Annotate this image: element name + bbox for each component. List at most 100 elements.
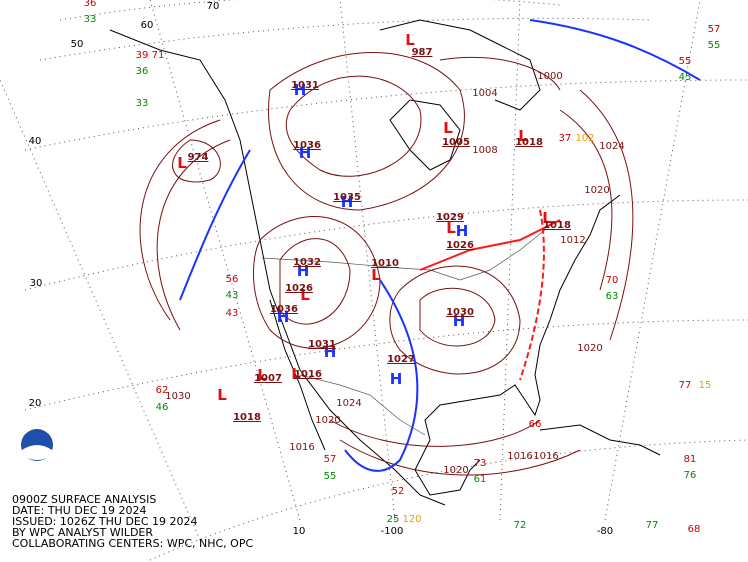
station-value: 37 (559, 133, 572, 144)
fronts (179, 19, 701, 472)
warm-front (419, 219, 561, 271)
isobar-label: 1020 (584, 185, 609, 196)
cold-front (529, 19, 701, 81)
pressure-value: 1018 (233, 412, 261, 423)
station-value: 43 (226, 308, 239, 319)
pressure-value: 1036 (293, 140, 321, 151)
station-value: 77 (679, 380, 692, 391)
isobar-label: 1030 (165, 391, 190, 402)
station-value: 120 (402, 514, 421, 525)
station-value: 66 (529, 419, 542, 430)
pressure-symbol: H (299, 144, 312, 162)
isobar-label: 1016 (507, 451, 532, 462)
cold-front (344, 279, 419, 472)
pressure-value: 1018 (543, 220, 571, 231)
station-value: 15 (699, 380, 712, 391)
isobar (252, 216, 381, 349)
isobar-label: 1016 (289, 442, 314, 453)
isobar-label: 1012 (560, 235, 585, 246)
isobar-label: 1000 (537, 71, 562, 82)
station-value: 55 (679, 56, 692, 67)
isobar (579, 89, 634, 341)
station-value: 62 (156, 385, 169, 396)
isobar-label: 1024 (336, 398, 361, 409)
lon-line (499, 0, 521, 521)
isobar (389, 265, 521, 375)
station-value: 36 (84, 0, 97, 9)
station-value: 68 (688, 524, 701, 535)
caption-line: DATE: THU DEC 19 2024 (12, 504, 146, 517)
station-value: 43 (226, 290, 239, 301)
latitude-label: 30 (30, 278, 43, 289)
pressure-symbol: H (453, 312, 466, 330)
pressure-value: 974 (188, 152, 209, 163)
pressure-symbol: H (277, 308, 290, 326)
pressure-symbol: L (542, 209, 552, 227)
pressure-value: 1016 (294, 369, 322, 380)
pressure-symbol: L (443, 119, 453, 137)
station-value: 61 (474, 474, 487, 485)
isobar (156, 139, 231, 331)
isobar (172, 139, 221, 183)
station-value: 57 (324, 454, 337, 465)
pressure-symbol: L (446, 219, 456, 237)
pressure-symbol: L (371, 266, 381, 284)
pressure-value: 1026 (446, 240, 474, 251)
station-value: 52 (392, 486, 405, 497)
latitude-label: 60 (141, 20, 154, 31)
latitude-label: 70 (207, 1, 220, 12)
pressure-value: 1029 (436, 212, 464, 223)
coastline (424, 194, 621, 441)
pressure-value: 1010 (371, 258, 399, 269)
lon-line (604, 0, 701, 521)
us-canada-border (261, 229, 546, 281)
station-value: 33 (136, 98, 149, 109)
lon-line (339, 0, 396, 521)
isobar-label: 1016 (533, 451, 558, 462)
pressure-value: 1005 (442, 137, 470, 148)
isobars (139, 52, 634, 476)
lat-line (24, 199, 748, 291)
station-value: 57 (708, 24, 721, 35)
coastline (109, 29, 446, 506)
pressure-symbol: L (257, 366, 267, 384)
station-value: 81 (684, 454, 697, 465)
pressure-symbol: H (294, 81, 307, 99)
longitude-label: -80 (597, 526, 613, 537)
cold-front (179, 149, 251, 301)
cuba (539, 424, 661, 456)
isobar (329, 419, 541, 447)
isobar (419, 287, 496, 347)
coastline (269, 299, 326, 451)
isobar (339, 439, 581, 476)
pressure-symbol: H (456, 222, 469, 240)
pressure-symbol: L (291, 365, 301, 383)
hudson-bay (389, 99, 461, 171)
stationary-front (519, 209, 545, 381)
pressure-symbol: L (300, 286, 310, 304)
station-value: 39 (136, 50, 149, 61)
us-mexico-border (299, 374, 426, 436)
caption-line: COLLABORATING CENTERS: WPC, NHC, OPC (12, 537, 253, 550)
isobar-label: 1008 (472, 145, 497, 156)
station-value: 45 (679, 72, 692, 83)
isobar (285, 75, 422, 177)
pressure-symbol: H (324, 343, 337, 361)
lon-line (149, 0, 301, 521)
isobar-label: 1020 (443, 465, 468, 476)
coastlines (109, 19, 661, 506)
pressure-symbol: L (518, 127, 528, 145)
isobar-label: 1004 (472, 88, 497, 99)
pressure-value: 1031 (291, 80, 319, 91)
pressure-value: 1031 (308, 339, 336, 350)
station-value: 63 (606, 291, 619, 302)
station-value: 46 (156, 402, 169, 413)
pressure-symbol: H (297, 262, 310, 280)
isobar (268, 52, 465, 211)
station-value: 36 (136, 66, 149, 77)
station-value: 77 (646, 520, 659, 531)
station-value: 33 (84, 14, 97, 25)
caption-line: 0900Z SURFACE ANALYSIS (12, 493, 156, 506)
pressure-symbol: H (390, 370, 403, 388)
